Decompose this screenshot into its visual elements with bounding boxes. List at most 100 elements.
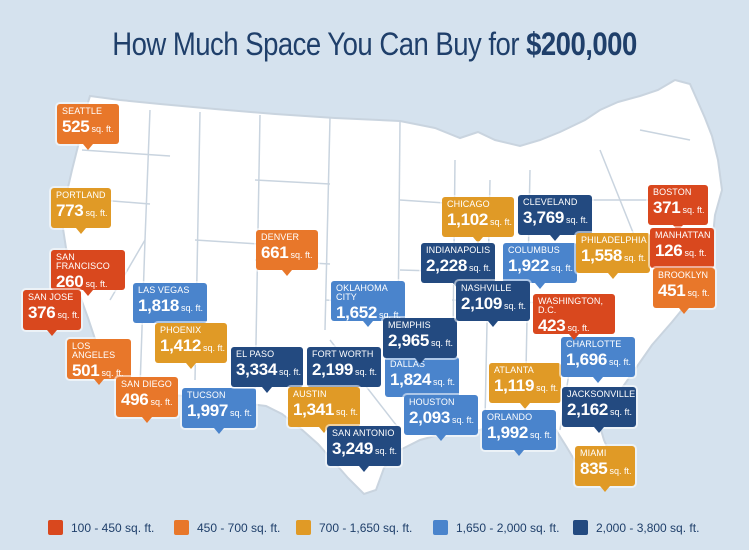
city-value: 451 bbox=[658, 281, 686, 300]
legend-item: 1,650 - 2,000 sq. ft. bbox=[433, 520, 559, 535]
city-card-memphis: MEMPHIS 2,965 sq. ft. bbox=[383, 318, 457, 364]
city-name: FORT WORTH bbox=[312, 349, 374, 359]
city-name: DALLAS bbox=[390, 359, 426, 369]
city-pointer bbox=[473, 237, 483, 243]
city-value: 1,824 bbox=[390, 370, 432, 389]
city-value-row: 1,997 sq. ft. bbox=[187, 401, 253, 420]
city-unit: sq. ft. bbox=[150, 397, 173, 407]
city-pointer bbox=[76, 228, 86, 234]
city-value: 1,818 bbox=[138, 296, 180, 315]
city-value: 773 bbox=[56, 201, 84, 220]
city-pointer bbox=[488, 321, 498, 327]
city-card-portland: PORTLAND 773 sq. ft. bbox=[51, 188, 111, 234]
city-value-row: 423 sq. ft. bbox=[538, 317, 610, 335]
city-card-orlando: ORLANDO 1,992 sq. ft. bbox=[482, 410, 556, 456]
city-card-san-antonio: SAN ANTONIO 3,249 sq. ft. bbox=[327, 426, 401, 472]
city-unit: sq. ft. bbox=[355, 367, 378, 377]
city-value-row: 1,824 sq. ft. bbox=[390, 370, 455, 389]
city-name: SAN JOSE bbox=[28, 292, 74, 302]
city-unit: sq. ft. bbox=[375, 446, 398, 456]
city-unit: sq. ft. bbox=[452, 415, 475, 425]
city-name: SAN FRANCISCO bbox=[56, 252, 110, 271]
city-value: 1,997 bbox=[187, 401, 229, 420]
city-unit: sq. ft. bbox=[230, 408, 253, 418]
city-name: WASHINGTON, D.C. bbox=[538, 296, 604, 315]
city-card-los-angeles: LOS ANGELES 501 sq. ft. bbox=[67, 339, 131, 385]
city-name: INDIANAPOLIS bbox=[426, 245, 491, 255]
city-unit: sq. ft. bbox=[687, 288, 710, 298]
city-pointer bbox=[436, 435, 446, 441]
legend-label: 1,650 - 2,000 sq. ft. bbox=[456, 520, 560, 535]
city-name: NASHVILLE bbox=[461, 283, 512, 293]
city-card-nashville: NASHVILLE 2,109 sq. ft. bbox=[456, 281, 530, 327]
city-value: 496 bbox=[121, 390, 149, 409]
city-name: DENVER bbox=[261, 232, 300, 242]
city-card-washington-dc: WASHINGTON, D.C. 423 sq. ft. bbox=[533, 294, 615, 340]
city-name: ORLANDO bbox=[487, 412, 533, 422]
city-pointer bbox=[83, 144, 93, 150]
city-value: 501 bbox=[72, 361, 100, 380]
city-unit: sq. ft. bbox=[279, 367, 302, 377]
city-card-atlanta: ATLANTA 1,119 sq. ft. bbox=[489, 363, 561, 409]
city-card-boston: BOSTON 371 sq. ft. bbox=[648, 185, 708, 231]
city-value-row: 3,249 sq. ft. bbox=[332, 440, 398, 458]
city-pointer bbox=[363, 321, 373, 327]
legend-label: 100 - 450 sq. ft. bbox=[71, 520, 155, 535]
city-card-chicago: CHICAGO 1,102 sq. ft. bbox=[442, 197, 514, 243]
city-unit: sq. ft. bbox=[682, 205, 705, 215]
city-value: 1,922 bbox=[508, 256, 550, 275]
city-value-row: 1,922 sq. ft. bbox=[508, 256, 574, 275]
city-value-row: 3,334 sq. ft. bbox=[236, 360, 302, 379]
legend-item: 450 - 700 sq. ft. bbox=[174, 520, 280, 535]
city-pointer bbox=[593, 377, 603, 383]
city-card-denver: DENVER 661 sq. ft. bbox=[256, 230, 318, 276]
city-unit: sq. ft. bbox=[469, 263, 492, 273]
city-value: 1,412 bbox=[160, 336, 202, 355]
city-pointer bbox=[359, 466, 369, 472]
city-value: 835 bbox=[580, 459, 608, 478]
city-name: BOSTON bbox=[653, 187, 692, 197]
city-name: PORTLAND bbox=[56, 190, 106, 200]
city-pointer bbox=[186, 363, 196, 369]
city-unit: sq. ft. bbox=[551, 263, 574, 273]
city-value-row: 376 sq. ft. bbox=[28, 304, 79, 322]
city-value-row: 1,341 sq. ft. bbox=[293, 401, 359, 419]
city-value-row: 2,093 sq. ft. bbox=[409, 408, 475, 427]
legend-swatch bbox=[48, 520, 63, 535]
city-unit: sq. ft. bbox=[610, 407, 633, 417]
city-unit: sq. ft. bbox=[336, 407, 359, 417]
city-value: 3,334 bbox=[236, 360, 278, 379]
legend-label: 450 - 700 sq. ft. bbox=[197, 520, 281, 535]
city-value-row: 501 sq. ft. bbox=[72, 362, 126, 380]
city-unit: sq. ft. bbox=[91, 124, 114, 134]
city-card-san-jose: SAN JOSE 376 sq. ft. bbox=[23, 290, 81, 336]
city-name: CHICAGO bbox=[447, 199, 490, 209]
city-card-san-diego: SAN DIEGO 496 sq. ft. bbox=[116, 377, 178, 423]
city-pointer bbox=[415, 358, 425, 364]
city-name: MEMPHIS bbox=[388, 320, 431, 330]
city-value: 260 bbox=[56, 272, 84, 291]
city-value: 1,102 bbox=[447, 210, 489, 229]
legend-item: 700 - 1,650 sq. ft. bbox=[296, 520, 412, 535]
city-value-row: 835 sq. ft. bbox=[580, 459, 632, 478]
city-value-row: 1,818 sq. ft. bbox=[138, 296, 203, 315]
city-value: 2,093 bbox=[409, 408, 451, 427]
city-name: LAS VEGAS bbox=[138, 285, 190, 295]
city-value-row: 2,965 sq. ft. bbox=[388, 332, 454, 350]
city-card-miami: MIAMI 835 sq. ft. bbox=[575, 446, 635, 492]
city-unit: sq. ft. bbox=[530, 430, 553, 440]
city-unit: sq. ft. bbox=[431, 338, 454, 348]
city-unit: sq. ft. bbox=[609, 357, 632, 367]
city-value-row: 1,992 sq. ft. bbox=[487, 424, 553, 442]
city-pointer bbox=[569, 334, 579, 340]
city-name: MANHATTAN bbox=[655, 230, 711, 240]
city-value: 2,109 bbox=[461, 294, 503, 313]
city-name: EL PASO bbox=[236, 349, 275, 359]
city-value-row: 371 sq. ft. bbox=[653, 199, 705, 217]
city-card-el-paso: EL PASO 3,334 sq. ft. bbox=[231, 347, 303, 393]
city-unit: sq. ft. bbox=[609, 466, 632, 476]
city-value-row: 3,769 sq. ft. bbox=[523, 209, 588, 227]
city-value: 525 bbox=[62, 117, 90, 136]
city-value-row: 1,652 sq. ft. bbox=[336, 304, 401, 322]
city-value-row: 773 sq. ft. bbox=[56, 201, 107, 220]
